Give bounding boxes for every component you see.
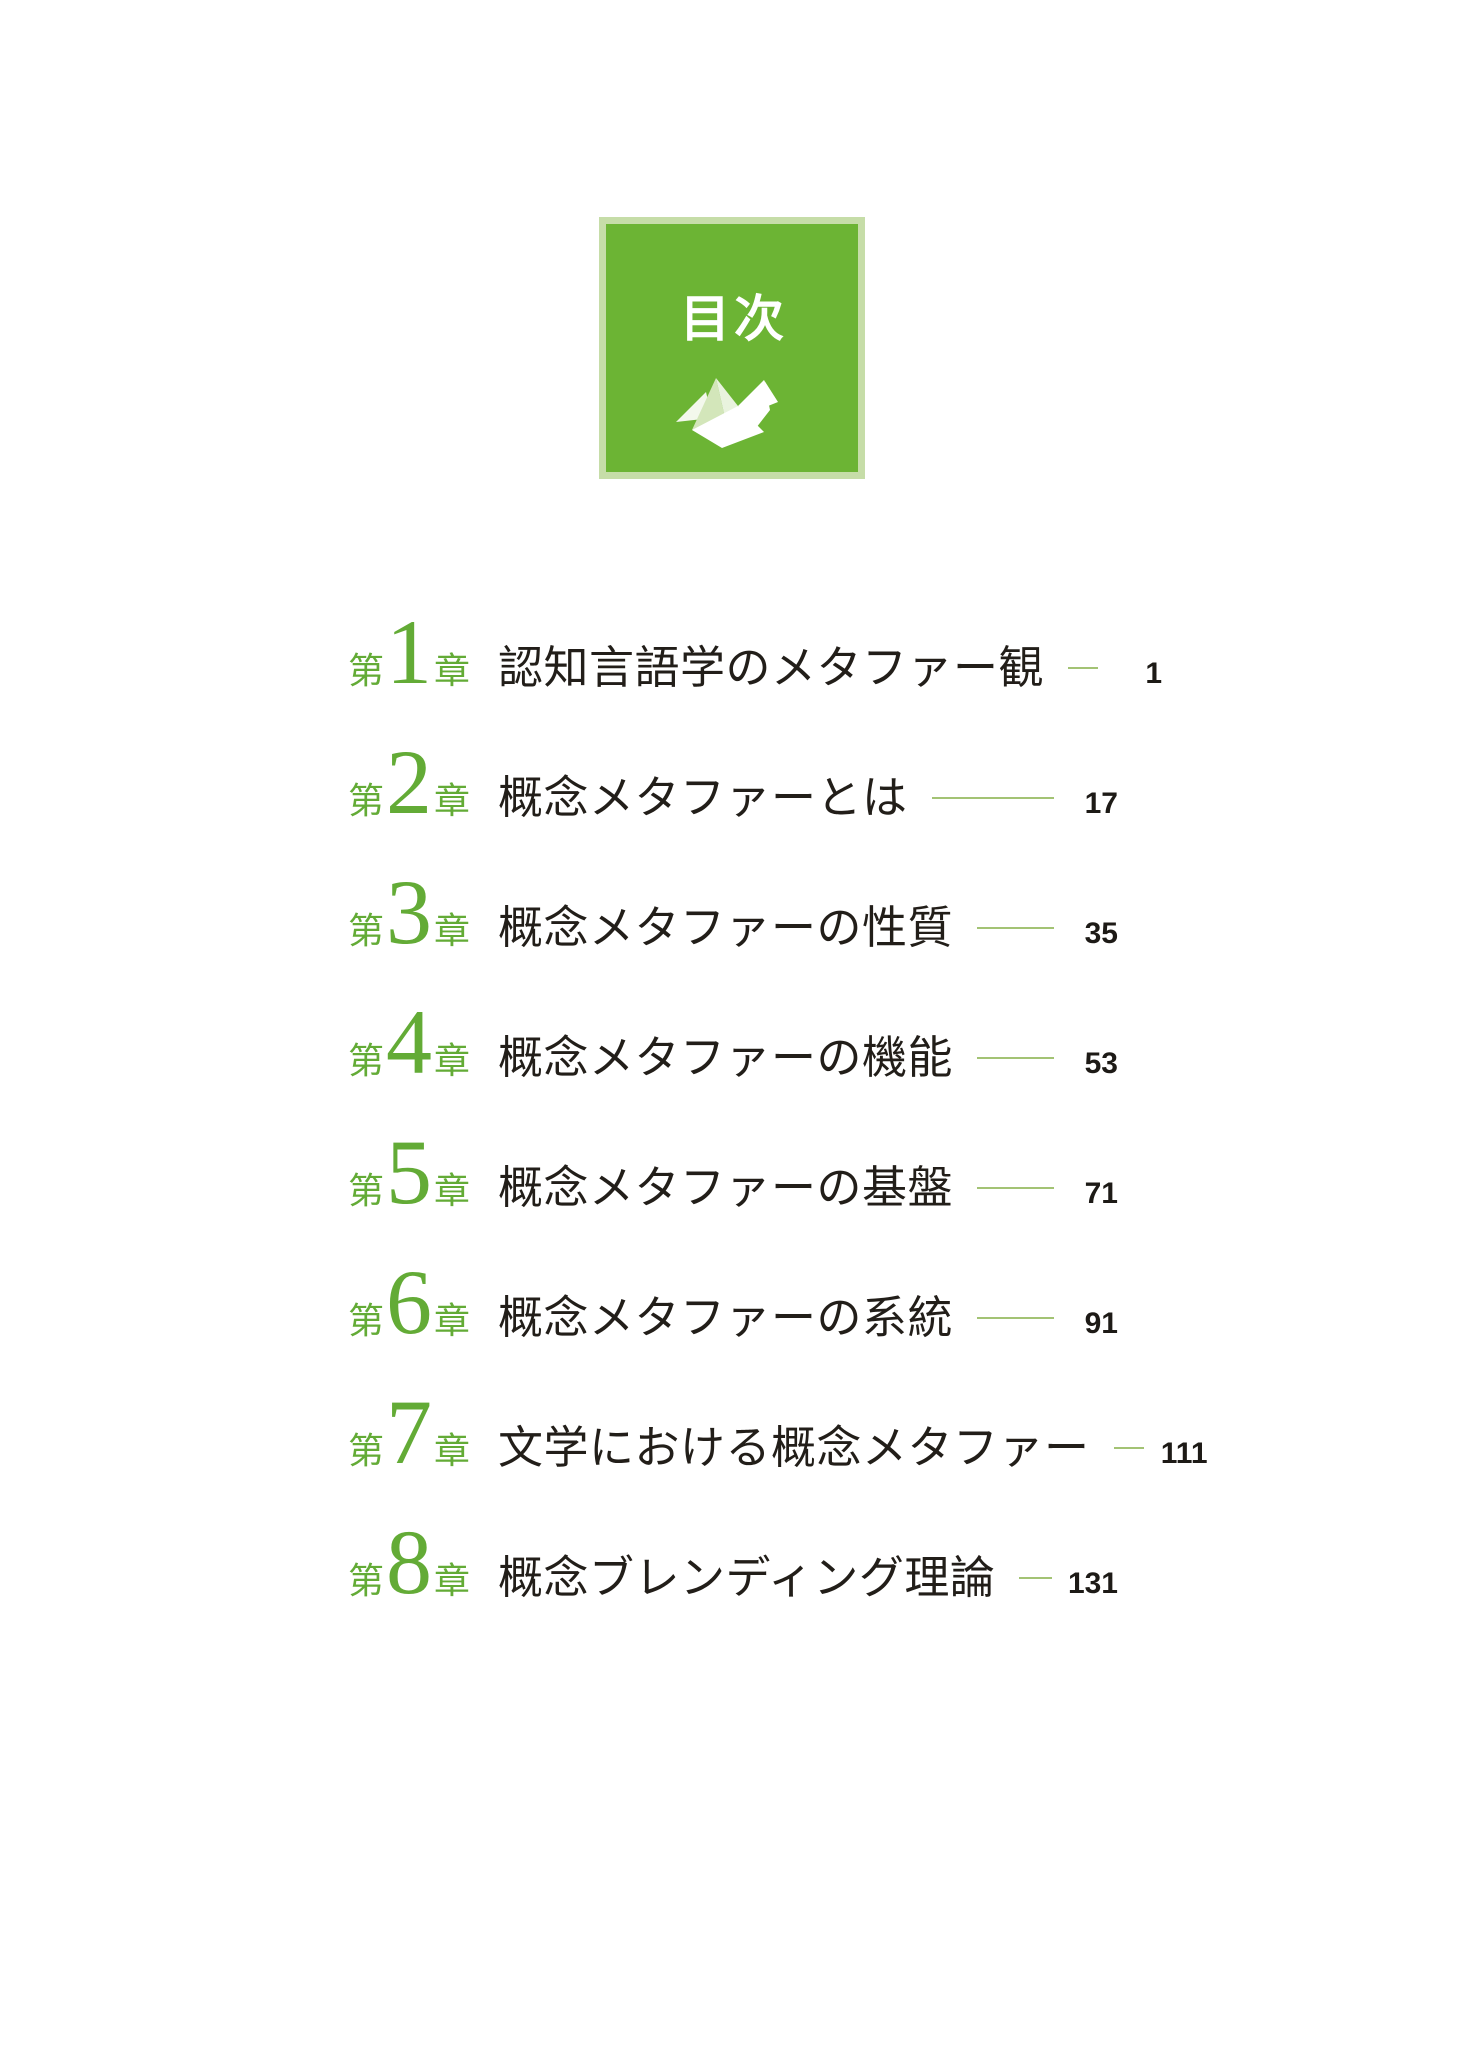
- chapter-suffix: 章: [434, 1171, 471, 1211]
- chapter-title: 概念メタファーの性質: [498, 903, 954, 953]
- chapter-suffix: 章: [434, 781, 471, 821]
- toc-header-title: 目次: [680, 291, 788, 347]
- chapter-prefix: 第: [348, 911, 385, 951]
- chapter-suffix: 章: [434, 1431, 471, 1471]
- chapter-number: 8: [386, 1511, 433, 1613]
- leader-line: [977, 1187, 1054, 1189]
- chapter-prefix: 第: [348, 1301, 385, 1341]
- leader-line: [977, 1057, 1054, 1059]
- chapter-prefix: 第: [348, 1041, 385, 1081]
- toc-entry-4: 第 4 章 概念メタファーの機能 53: [348, 996, 1118, 1126]
- chapter-suffix: 章: [434, 1041, 471, 1081]
- origami-crane-icon: [676, 378, 778, 448]
- chapter-number: 1: [386, 601, 433, 703]
- page-number: 111: [1160, 1437, 1208, 1470]
- chapter-label: 第 8 章: [348, 1516, 498, 1608]
- leader-line: [1068, 667, 1099, 669]
- toc-entry-5: 第 5 章 概念メタファーの基盤 71: [348, 1126, 1118, 1256]
- chapter-label: 第 4 章: [348, 996, 498, 1088]
- chapter-title: 概念メタファーの系統: [498, 1293, 954, 1343]
- chapter-title: 概念メタファーの基盤: [498, 1163, 954, 1213]
- page-number: 53: [1084, 1047, 1118, 1080]
- chapter-number: 2: [386, 731, 433, 833]
- chapter-number: 5: [386, 1121, 433, 1223]
- page-number: 131: [1067, 1567, 1118, 1600]
- page-number: 91: [1084, 1307, 1118, 1340]
- chapter-suffix: 章: [434, 911, 471, 951]
- chapter-title: 認知言語学のメタファー観: [498, 643, 1045, 693]
- toc-entry-6: 第 6 章 概念メタファーの系統 91: [348, 1256, 1118, 1386]
- table-of-contents: 第 1 章 認知言語学のメタファー観 1 第 2 章 概念メタファーとは 17 …: [348, 606, 1208, 1646]
- chapter-label: 第 6 章: [348, 1256, 498, 1348]
- chapter-suffix: 章: [434, 1301, 471, 1341]
- chapter-suffix: 章: [434, 1561, 471, 1601]
- chapter-number: 6: [386, 1251, 433, 1353]
- chapter-title: 概念メタファーとは: [498, 773, 908, 823]
- chapter-label: 第 7 章: [348, 1386, 498, 1478]
- page-number: 71: [1084, 1177, 1118, 1210]
- leader-line: [1019, 1577, 1052, 1579]
- chapter-label: 第 3 章: [348, 866, 498, 958]
- toc-entry-7: 第 7 章 文学における概念メタファー 111: [348, 1386, 1208, 1516]
- chapter-suffix: 章: [434, 651, 471, 691]
- chapter-prefix: 第: [348, 781, 385, 821]
- chapter-title: 概念ブレンディング理論: [498, 1553, 996, 1603]
- toc-entry-1: 第 1 章 認知言語学のメタファー観 1: [348, 606, 1162, 736]
- chapter-prefix: 第: [348, 651, 385, 691]
- leader-line: [977, 927, 1054, 929]
- chapter-number: 3: [386, 861, 433, 963]
- chapter-number: 4: [386, 991, 433, 1093]
- leader-line: [931, 797, 1054, 799]
- leader-line: [977, 1317, 1054, 1319]
- page-number: 17: [1084, 787, 1118, 820]
- toc-entry-8: 第 8 章 概念ブレンディング理論 131: [348, 1516, 1118, 1646]
- chapter-prefix: 第: [348, 1431, 385, 1471]
- chapter-label: 第 5 章: [348, 1126, 498, 1218]
- page-number: 1: [1145, 657, 1163, 690]
- chapter-number: 7: [386, 1381, 433, 1483]
- toc-entry-3: 第 3 章 概念メタファーの性質 35: [348, 866, 1118, 996]
- chapter-title: 概念メタファーの機能: [498, 1033, 954, 1083]
- chapter-title: 文学における概念メタファー: [498, 1423, 1090, 1473]
- chapter-label: 第 1 章: [348, 606, 498, 698]
- page-number: 35: [1084, 917, 1118, 950]
- toc-header-box: 目次: [599, 217, 865, 479]
- chapter-prefix: 第: [348, 1171, 385, 1211]
- toc-entry-2: 第 2 章 概念メタファーとは 17: [348, 736, 1118, 866]
- chapter-prefix: 第: [348, 1561, 385, 1601]
- chapter-label: 第 2 章: [348, 736, 498, 828]
- leader-line: [1113, 1447, 1144, 1449]
